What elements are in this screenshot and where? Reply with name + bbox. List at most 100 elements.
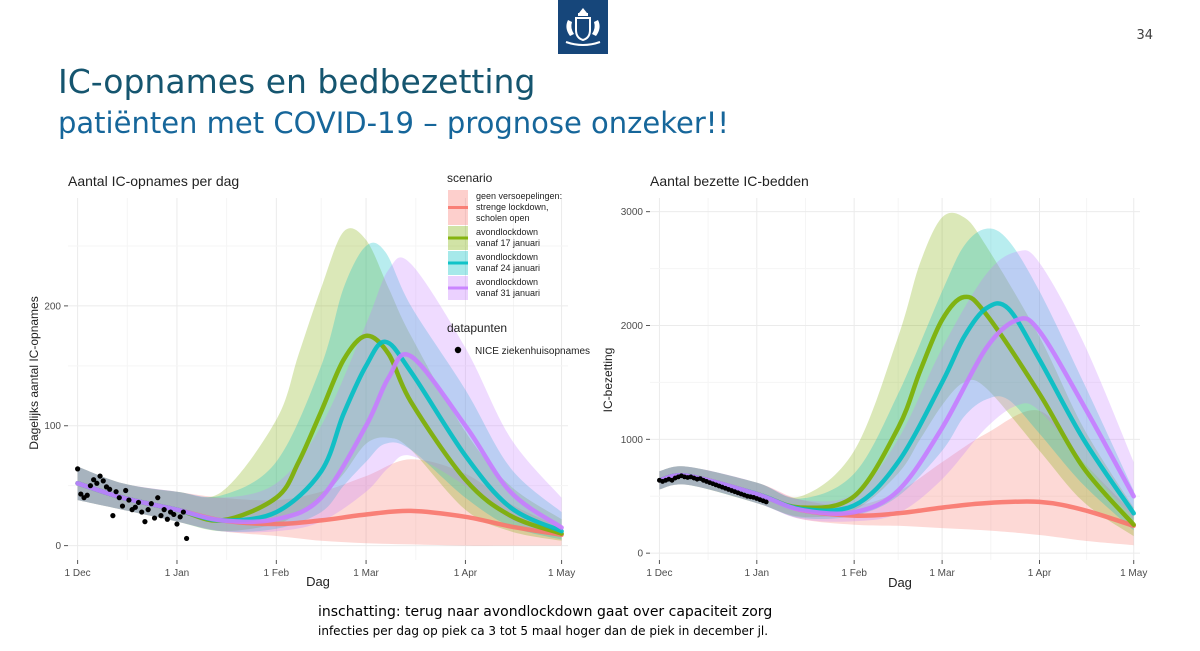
legend-label: strenge lockdown,: [476, 202, 549, 212]
data-point: [126, 497, 132, 503]
series-lines: [657, 294, 1136, 529]
uncertainty-band: [659, 410, 1134, 546]
data-point: [142, 519, 148, 525]
data-point: [84, 492, 90, 498]
x-axis-label: Dag: [306, 574, 330, 589]
footnote-main: inschatting: terug naar avondlockdown ga…: [318, 604, 773, 620]
x-tick-label: 1 Mar: [353, 568, 379, 579]
data-point: [145, 507, 151, 513]
x-tick-label: 1 Mar: [929, 568, 955, 579]
data-point: [155, 495, 161, 501]
series-line: [657, 316, 1136, 516]
x-tick-label: 1 Dec: [646, 568, 672, 579]
legend: scenario datapunten NICE ziekenhuisopnam…: [447, 171, 590, 357]
uncertainty-band: [659, 228, 1134, 531]
x-tick-label: 1 Jan: [165, 568, 189, 579]
x-tick-label: 1 Feb: [841, 568, 867, 579]
plot-area: [68, 198, 568, 560]
data-point: [75, 466, 81, 472]
gridlines: [650, 198, 1140, 560]
data-point: [183, 535, 190, 542]
observed-points: [657, 473, 769, 505]
data-point: [91, 477, 97, 483]
legend-datapoint-marker: [454, 346, 462, 354]
y-tick-label: 0: [637, 549, 643, 560]
y-tick-label: 2000: [621, 321, 644, 332]
x-tick-label: 1 Dec: [65, 568, 91, 579]
charts-area: Aantal IC-opnames per dag Dagelijks aant…: [27, 171, 1147, 590]
data-point: [110, 513, 116, 519]
legend-datapoints-title: datapunten: [447, 321, 507, 335]
uncertainty-bands: [77, 228, 562, 546]
data-point: [119, 503, 126, 509]
y-tick-label: 1000: [621, 435, 644, 446]
chart-ic-admissions: Aantal IC-opnames per dag Dagelijks aant…: [27, 173, 575, 589]
legend-label: vanaf 31 januari: [476, 288, 540, 298]
uncertainty-band: [659, 212, 1134, 537]
observed-points: [75, 466, 190, 542]
x-tick-label: 1 Apr: [1028, 568, 1052, 579]
legend-label: scholen open: [476, 213, 530, 223]
legend-label: vanaf 24 januari: [476, 263, 540, 273]
plot-area: [650, 198, 1140, 560]
page-number: 34: [1136, 28, 1153, 43]
data-point: [174, 521, 180, 527]
data-point: [763, 499, 769, 505]
y-tick-label: 100: [44, 421, 61, 432]
x-tick-label: 1 May: [548, 568, 575, 579]
chart-title: Aantal bezette IC-bedden: [650, 173, 809, 189]
uncertainty-band: [77, 257, 562, 538]
page-title: IC-opnames en bedbezetting: [58, 62, 536, 101]
x-axis-label: Dag: [888, 575, 912, 590]
data-point: [94, 480, 100, 486]
data-point: [113, 489, 119, 495]
chart-ic-beds: Aantal bezette IC-bedden IC-bezetting Da…: [601, 173, 1147, 590]
logo: [558, 0, 608, 54]
legend-label: avondlockdown: [476, 252, 538, 262]
legend-item: geen versoepelingen:strenge lockdown,sch…: [448, 190, 562, 225]
x-tick-label: 1 Feb: [264, 568, 290, 579]
data-point: [132, 504, 138, 510]
legend-label: geen versoepelingen:: [476, 191, 562, 201]
data-point: [158, 513, 164, 519]
series-line: [75, 352, 564, 530]
data-point: [97, 473, 103, 479]
axes: 1 Dec 1 Jan 1 Feb 1 Mar 1 Apr 1 May 0 100 200: [44, 301, 575, 579]
x-tick-label: 1 May: [1120, 568, 1147, 579]
data-point: [164, 516, 170, 522]
y-axis-label: Dagelijks aantal IC-opnames: [27, 296, 41, 449]
legend-scenario-title: scenario: [447, 171, 493, 185]
data-point: [107, 486, 113, 492]
uncertainty-band: [77, 242, 562, 540]
data-point: [116, 495, 122, 501]
data-point: [123, 487, 129, 494]
data-point: [148, 501, 154, 507]
data-point: [161, 507, 167, 513]
chart-title: Aantal IC-opnames per dag: [68, 173, 239, 189]
y-tick-label: 3000: [621, 207, 644, 218]
data-point: [87, 483, 94, 489]
uncertainty-band: [77, 228, 562, 541]
coat-of-arms-icon: [558, 0, 608, 54]
x-tick-label: 1 Jan: [745, 568, 769, 579]
data-point: [177, 514, 183, 520]
data-point: [78, 491, 84, 497]
data-point: [151, 515, 158, 521]
gridlines: [68, 198, 568, 560]
data-point: [171, 511, 177, 518]
legend-label: avondlockdown: [476, 227, 538, 237]
legend-datapoint-label: NICE ziekenhuisopnames: [475, 346, 590, 357]
y-tick-label: 200: [44, 301, 61, 312]
y-axis-label: IC-bezetting: [601, 348, 615, 413]
uncertainty-band: [77, 459, 562, 546]
page-subtitle: patiënten met COVID-19 – prognose onzeke…: [58, 106, 730, 140]
legend-label: avondlockdown: [476, 277, 538, 287]
x-tick-label: 1 Apr: [454, 568, 478, 579]
data-point: [135, 499, 142, 506]
data-point: [139, 509, 145, 515]
footnote-sub: infecties per dag op piek ca 3 tot 5 maa…: [318, 624, 769, 638]
data-point: [100, 478, 106, 484]
